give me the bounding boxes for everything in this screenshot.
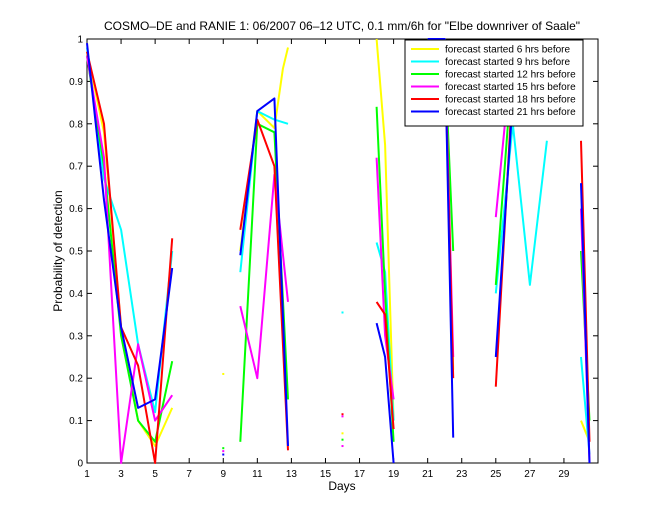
legend-entry: forecast started 9 hrs before bbox=[445, 57, 571, 68]
x-tick-label: 1 bbox=[84, 469, 90, 480]
y-tick-label: 0 bbox=[77, 459, 83, 470]
y-tick-label: 0.5 bbox=[69, 247, 83, 258]
x-tick-label: 27 bbox=[524, 469, 536, 480]
data-point bbox=[341, 438, 344, 441]
x-tick-label: 21 bbox=[422, 469, 434, 480]
y-tick-label: 0.6 bbox=[69, 204, 83, 215]
data-point bbox=[341, 445, 344, 448]
y-tick-label: 0.9 bbox=[69, 77, 83, 88]
series-layer bbox=[86, 38, 591, 464]
x-tick-label: 23 bbox=[456, 469, 468, 480]
y-tick-label: 0.2 bbox=[69, 374, 83, 385]
isolated-points-layer bbox=[222, 311, 344, 456]
x-tick-label: 17 bbox=[354, 469, 366, 480]
y-axis-label: Probability of detection bbox=[51, 190, 65, 311]
data-point bbox=[222, 453, 225, 456]
x-tick-label: 29 bbox=[558, 469, 570, 480]
x-tick-label: 11 bbox=[252, 469, 263, 480]
y-tick-label: 0.1 bbox=[69, 416, 83, 427]
x-tick-label: 15 bbox=[320, 469, 332, 480]
x-tick-label: 5 bbox=[152, 469, 158, 480]
x-tick-label: 9 bbox=[220, 469, 226, 480]
y-tick-label: 0.8 bbox=[69, 119, 83, 130]
data-point bbox=[341, 415, 344, 418]
data-point bbox=[222, 447, 225, 450]
data-point bbox=[222, 372, 225, 375]
x-tick-label: 13 bbox=[286, 469, 298, 480]
data-point bbox=[341, 311, 344, 314]
data-point bbox=[341, 413, 344, 416]
y-axis: 0 0.1 0.2 0.3 0.4 0.5 0.6 0.7 0.8 0.9 1 bbox=[69, 35, 598, 470]
y-tick-label: 1 bbox=[77, 35, 83, 46]
data-point bbox=[341, 432, 344, 435]
y-tick-label: 0.7 bbox=[69, 162, 83, 173]
legend-entry: forecast started 6 hrs before bbox=[445, 45, 571, 56]
x-tick-label: 19 bbox=[388, 469, 400, 480]
y-tick-label: 0.4 bbox=[69, 289, 83, 300]
data-point bbox=[222, 450, 225, 453]
legend-entry: forecast started 15 hrs before bbox=[445, 82, 576, 93]
legend-entry: forecast started 18 hrs before bbox=[445, 95, 576, 106]
x-axis-label: Days bbox=[328, 479, 355, 493]
chart-title: COSMO–DE and RANIE 1: 06/2007 06–12 UTC,… bbox=[104, 19, 580, 33]
x-tick-label: 25 bbox=[490, 469, 502, 480]
legend-entry: forecast started 12 hrs before bbox=[445, 70, 576, 81]
x-axis: 1 3 5 7 9 11 13 15 17 19 21 23 25 27 29 bbox=[84, 39, 570, 480]
y-tick-label: 0.3 bbox=[69, 331, 83, 342]
x-tick-label: 7 bbox=[186, 469, 192, 480]
x-tick-label: 3 bbox=[118, 469, 124, 480]
legend-entry: forecast started 21 hrs before bbox=[445, 107, 576, 118]
series-line-6 bbox=[86, 38, 591, 464]
